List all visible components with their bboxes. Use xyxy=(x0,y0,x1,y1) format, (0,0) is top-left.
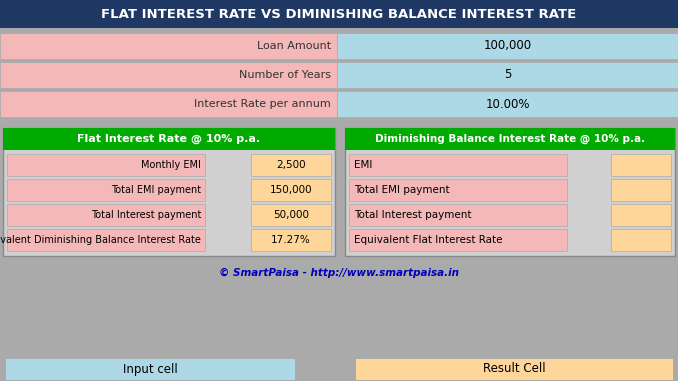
Text: 100,000: 100,000 xyxy=(483,40,532,53)
Text: 17.27%: 17.27% xyxy=(271,235,311,245)
Bar xyxy=(611,204,671,226)
Bar xyxy=(611,179,671,201)
Text: Input cell: Input cell xyxy=(123,362,178,376)
Bar xyxy=(345,128,675,150)
Bar xyxy=(611,229,671,251)
Text: © SmartPaisa - http://www.smartpaisa.in: © SmartPaisa - http://www.smartpaisa.in xyxy=(219,268,459,278)
Text: EMI: EMI xyxy=(354,160,372,170)
Bar xyxy=(349,154,567,176)
Text: 10.00%: 10.00% xyxy=(485,98,530,110)
Bar xyxy=(0,0,678,28)
Bar xyxy=(251,229,331,251)
Bar xyxy=(0,91,678,117)
Text: Diminishing Balance Interest Rate @ 10% p.a.: Diminishing Balance Interest Rate @ 10% … xyxy=(375,134,645,144)
Bar xyxy=(251,154,331,176)
Bar xyxy=(0,33,678,59)
Text: FLAT INTEREST RATE VS DIMINISHING BALANCE INTEREST RATE: FLAT INTEREST RATE VS DIMINISHING BALANC… xyxy=(102,8,576,21)
Bar xyxy=(0,62,678,88)
Text: Number of Years: Number of Years xyxy=(239,70,331,80)
Text: Result Cell: Result Cell xyxy=(483,362,545,376)
Text: 5: 5 xyxy=(504,69,511,82)
Bar xyxy=(337,62,678,88)
Bar xyxy=(611,154,671,176)
Text: Total Interest payment: Total Interest payment xyxy=(354,210,471,220)
Text: Total EMI payment: Total EMI payment xyxy=(354,185,450,195)
Bar xyxy=(337,91,678,117)
Bar xyxy=(7,179,205,201)
Text: Equivalent Diminishing Balance Interest Rate: Equivalent Diminishing Balance Interest … xyxy=(0,235,201,245)
Text: 2,500: 2,500 xyxy=(276,160,306,170)
Text: Loan Amount: Loan Amount xyxy=(257,41,331,51)
Bar xyxy=(3,128,335,150)
Bar xyxy=(7,229,205,251)
Text: Monthly EMI: Monthly EMI xyxy=(141,160,201,170)
Bar xyxy=(0,62,337,88)
Text: Total EMI payment: Total EMI payment xyxy=(111,185,201,195)
Text: Equivalent Flat Interest Rate: Equivalent Flat Interest Rate xyxy=(354,235,502,245)
Bar xyxy=(251,204,331,226)
Bar xyxy=(251,179,331,201)
Text: Interest Rate per annum: Interest Rate per annum xyxy=(195,99,331,109)
Bar xyxy=(345,128,675,256)
Bar xyxy=(337,33,678,59)
Text: Flat Interest Rate @ 10% p.a.: Flat Interest Rate @ 10% p.a. xyxy=(77,134,260,144)
Text: 50,000: 50,000 xyxy=(273,210,309,220)
Bar xyxy=(349,179,567,201)
Bar xyxy=(355,358,673,380)
Text: Total Interest payment: Total Interest payment xyxy=(91,210,201,220)
Bar xyxy=(7,154,205,176)
Bar xyxy=(7,204,205,226)
Bar xyxy=(0,91,337,117)
Bar xyxy=(5,358,295,380)
Bar xyxy=(0,357,678,381)
Bar xyxy=(349,229,567,251)
Text: 150,000: 150,000 xyxy=(270,185,313,195)
Bar xyxy=(349,204,567,226)
Bar xyxy=(3,128,335,256)
Bar xyxy=(0,33,337,59)
